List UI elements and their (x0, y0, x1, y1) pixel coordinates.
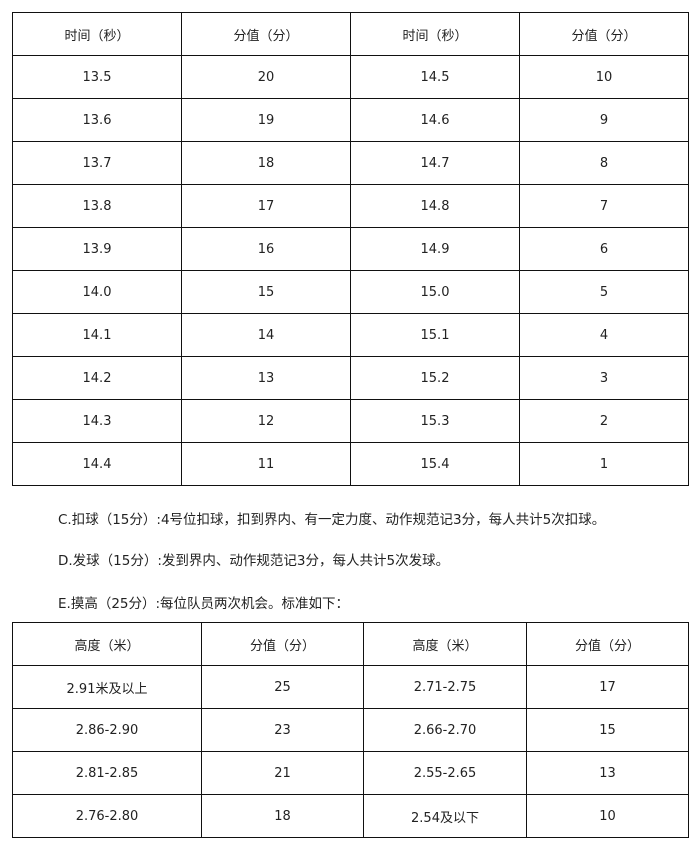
table-cell: 14.2 (12, 356, 182, 400)
table-cell: 1 (519, 442, 689, 486)
table-row: 14.4 11 15.4 1 (12, 442, 689, 486)
table-cell: 14.4 (12, 442, 182, 486)
table-cell: 7 (519, 184, 689, 228)
timing-score-table: 时间（秒） 分值（分） 时间（秒） 分值（分） 13.5 20 14.5 10 13.6 19 14… (12, 12, 689, 486)
table-cell: 13.9 (12, 227, 182, 271)
table-row: 14.3 12 15.3 2 (12, 399, 689, 443)
table-row: 13.9 16 14.9 6 (12, 227, 689, 271)
column-header: 时间（秒） (350, 12, 520, 56)
table-row: 14.0 15 15.0 5 (12, 270, 689, 314)
table-cell: 19 (181, 98, 351, 142)
table-cell: 2 (519, 399, 689, 443)
table-cell: 15 (181, 270, 351, 314)
header-row: 高度（米） 分值（分） 高度（米） 分值（分） (12, 622, 689, 666)
table-cell: 13.5 (12, 55, 182, 99)
table-cell: 18 (201, 794, 364, 838)
column-header: 高度（米） (363, 622, 527, 666)
table-cell: 13.8 (12, 184, 182, 228)
table-cell: 14.0 (12, 270, 182, 314)
table-cell: 23 (201, 708, 364, 752)
table-cell: 18 (181, 141, 351, 185)
reach-height-score-table: 高度（米） 分值（分） 高度（米） 分值（分） 2.91米及以上 25 2.71-2.75 1… (12, 622, 689, 838)
table-row: 13.5 20 14.5 10 (12, 55, 689, 99)
table-cell: 21 (201, 751, 364, 795)
table-cell: 2.66-2.70 (363, 708, 527, 752)
table-cell: 6 (519, 227, 689, 271)
table-row: 13.8 17 14.8 7 (12, 184, 689, 228)
table-cell: 13 (181, 356, 351, 400)
table-cell: 2.54及以下 (363, 794, 527, 838)
table-row: 14.2 13 15.2 3 (12, 356, 689, 400)
table-cell: 17 (526, 665, 689, 709)
column-header: 分值（分） (526, 622, 689, 666)
table-cell: 14.9 (350, 227, 520, 271)
table-cell: 14.8 (350, 184, 520, 228)
table-cell: 14.7 (350, 141, 520, 185)
column-header: 分值（分） (181, 12, 351, 56)
table-cell: 17 (181, 184, 351, 228)
table-cell: 2.91米及以上 (12, 665, 202, 709)
table-cell: 15.4 (350, 442, 520, 486)
table-row: 2.86-2.90 23 2.66-2.70 15 (12, 708, 689, 752)
table-row: 2.76-2.80 18 2.54及以下 10 (12, 794, 689, 838)
column-header: 高度（米） (12, 622, 202, 666)
table-cell: 15.3 (350, 399, 520, 443)
column-header: 时间（秒） (12, 12, 182, 56)
table-cell: 10 (519, 55, 689, 99)
column-header: 分值（分） (201, 622, 364, 666)
table-cell: 10 (526, 794, 689, 838)
table-cell: 13.7 (12, 141, 182, 185)
table-cell: 20 (181, 55, 351, 99)
table-cell: 5 (519, 270, 689, 314)
serve-rule-text: D.发球（15分）:发到界内、动作规范记3分，每人共计5次发球。 (58, 553, 450, 569)
table-cell: 2.71-2.75 (363, 665, 527, 709)
table-cell: 2.55-2.65 (363, 751, 527, 795)
table-cell: 2.81-2.85 (12, 751, 202, 795)
table-row: 2.91米及以上 25 2.71-2.75 17 (12, 665, 689, 709)
table-cell: 2.86-2.90 (12, 708, 202, 752)
table-cell: 4 (519, 313, 689, 357)
table-cell: 15.1 (350, 313, 520, 357)
table-cell: 13 (526, 751, 689, 795)
table-cell: 2.76-2.80 (12, 794, 202, 838)
table-row: 14.1 14 15.1 4 (12, 313, 689, 357)
table-cell: 14 (181, 313, 351, 357)
table-cell: 3 (519, 356, 689, 400)
table-cell: 15.0 (350, 270, 520, 314)
table-cell: 12 (181, 399, 351, 443)
table-cell: 14.3 (12, 399, 182, 443)
table-cell: 15.2 (350, 356, 520, 400)
table-cell: 8 (519, 141, 689, 185)
table-row: 13.6 19 14.6 9 (12, 98, 689, 142)
spike-rule-text: C.扣球（15分）:4号位扣球，扣到界内、有一定力度、动作规范记3分，每人共计5… (58, 512, 606, 528)
table-cell: 13.6 (12, 98, 182, 142)
table-row: 2.81-2.85 21 2.55-2.65 13 (12, 751, 689, 795)
reach-height-rule-text: E.摸高（25分）:每位队员两次机会。标准如下： (58, 596, 350, 612)
table-cell: 16 (181, 227, 351, 271)
table-cell: 9 (519, 98, 689, 142)
header-row: 时间（秒） 分值（分） 时间（秒） 分值（分） (12, 12, 689, 56)
table-cell: 14.6 (350, 98, 520, 142)
table-cell: 25 (201, 665, 364, 709)
table-row: 13.7 18 14.7 8 (12, 141, 689, 185)
column-header: 分值（分） (519, 12, 689, 56)
table-cell: 11 (181, 442, 351, 486)
table-cell: 15 (526, 708, 689, 752)
table-cell: 14.1 (12, 313, 182, 357)
table-cell: 14.5 (350, 55, 520, 99)
